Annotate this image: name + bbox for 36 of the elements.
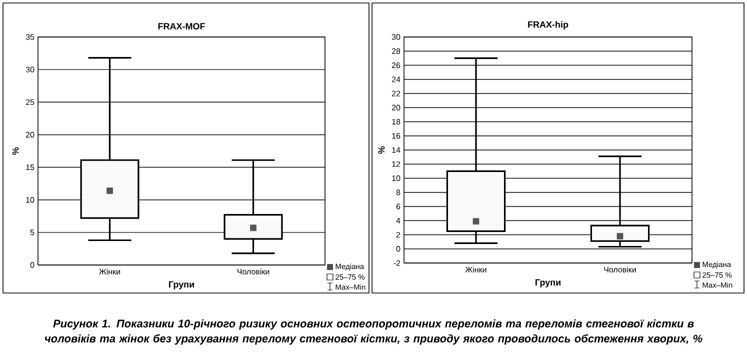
y-tick-label: 5 (30, 230, 34, 236)
y-tick-label: 30 (26, 66, 34, 72)
y-tick-label: 0 (396, 246, 400, 252)
y-axis-title: % (12, 147, 19, 155)
y-tick-label: 24 (392, 76, 400, 82)
y-tick-label: 20 (392, 104, 400, 110)
x-axis-title: Групи (169, 281, 194, 290)
chart-title: FRAX-hip (528, 21, 568, 30)
y-tick-label: 14 (392, 147, 400, 153)
y-tick-label: 26 (392, 62, 400, 68)
chart-title: FRAX-MOF (158, 23, 205, 30)
text: Рисунок 1. Показники 10-річного ризику основних остеопоротичних переломів та переломів стегнової кістки в чоловіків та жінок без урахування перелому стегнової кістки, з приводу якого проводилось обстеження хворих, % (45, 319, 702, 345)
y-tick-label: 28 (392, 48, 400, 54)
x-axis-title: Групи (536, 279, 560, 288)
y-tick-label: 8 (396, 190, 400, 196)
y-axis-title: % (378, 146, 385, 154)
y-tick-label: 0 (30, 262, 34, 268)
y-tick-label: 16 (392, 133, 400, 139)
y-tick-label: 15 (26, 164, 34, 170)
y-tick-label: 20 (26, 132, 34, 138)
y-tick-label: 2 (396, 232, 400, 238)
y-tick-label: 18 (392, 118, 400, 125)
x-tick-label: Чоловіки (604, 266, 636, 272)
x-tick-label: Жінки (99, 268, 120, 274)
x-tick-label: Чоловіки (237, 268, 270, 274)
x-tick-label: Жінки (465, 266, 486, 272)
y-tick-label: 12 (392, 161, 400, 167)
y-tick-label: 4 (396, 218, 400, 224)
y-tick-label: 10 (26, 197, 34, 203)
y-tick-label: -2 (394, 260, 400, 266)
y-tick-label: 35 (26, 34, 34, 40)
y-tick-label: 22 (392, 90, 400, 96)
y-tick-label: 6 (396, 204, 400, 210)
y-tick-label: 25 (26, 99, 34, 105)
y-tick-label: 10 (392, 175, 400, 182)
y-tick-label: 30 (392, 34, 400, 40)
